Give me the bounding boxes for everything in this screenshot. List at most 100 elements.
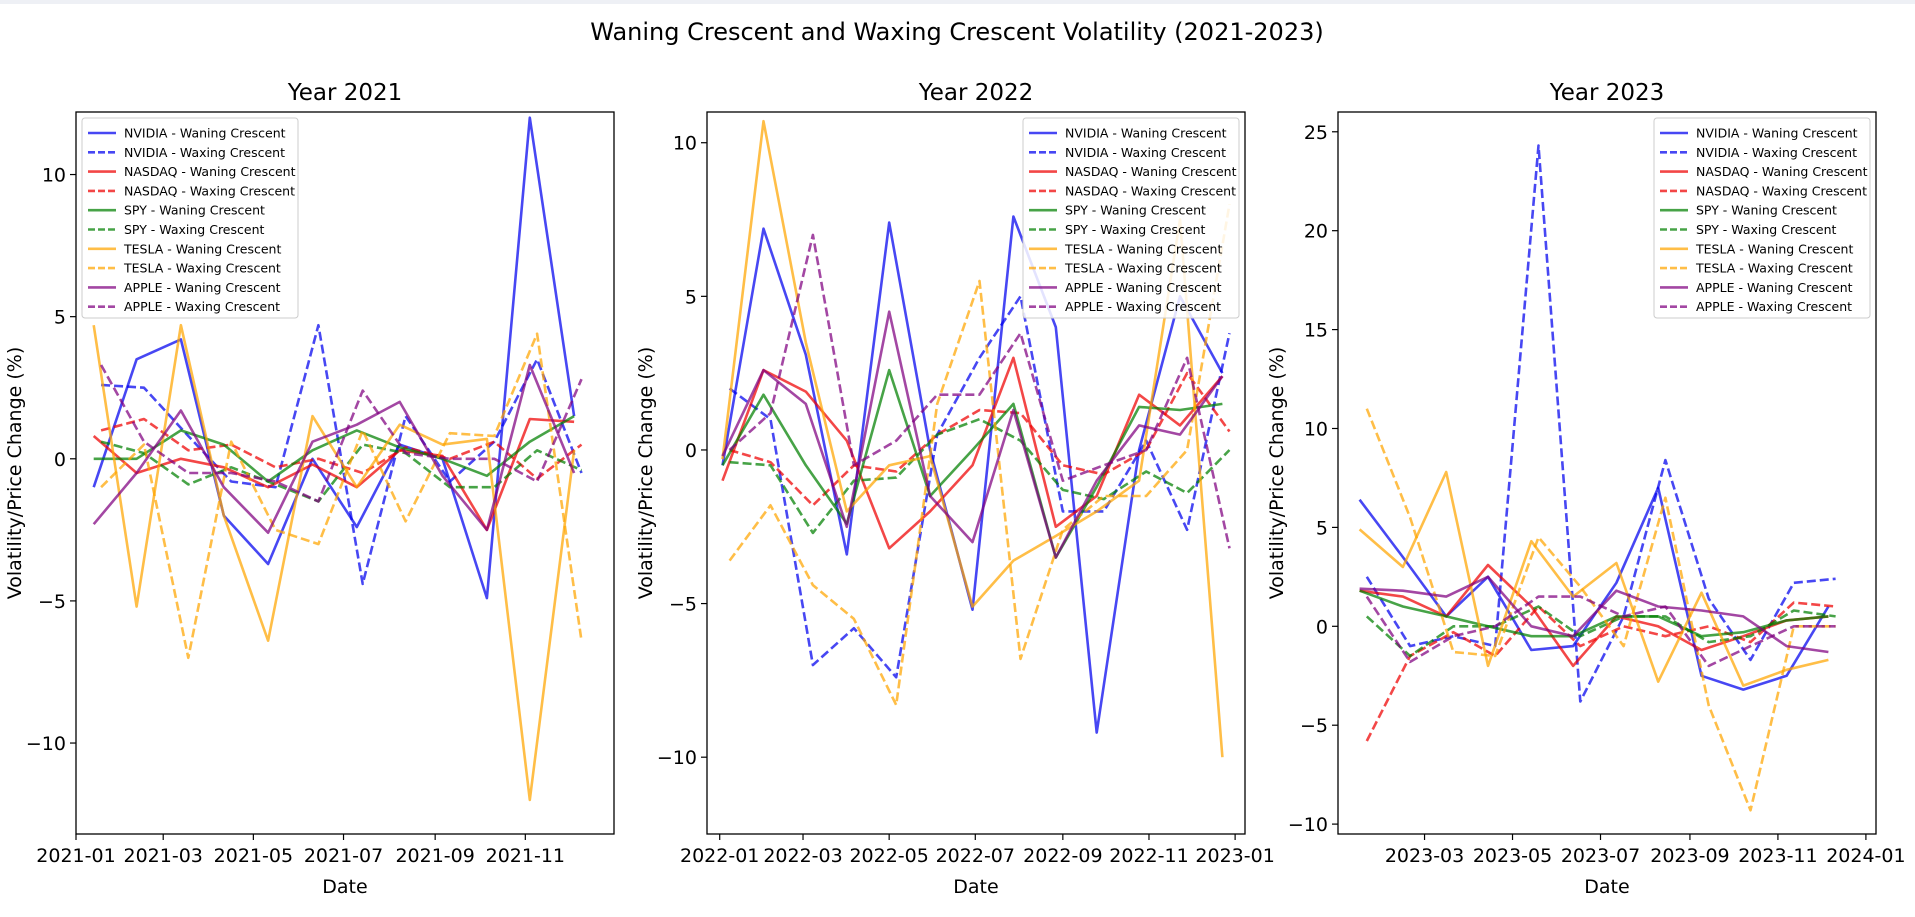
x-tick-label: 2023-03 <box>1385 845 1464 867</box>
series-line-nasdaq-waxing-crescent <box>100 417 583 481</box>
series-line-nasdaq-waning-crescent <box>1359 563 1829 668</box>
legend-label: TESLA - Waxing Crescent <box>123 261 281 276</box>
legend-box <box>1653 117 1871 319</box>
series-line-apple-waning-crescent <box>1359 575 1829 654</box>
y-tick-label: −10 <box>1288 814 1328 836</box>
series-line-apple-waning-crescent <box>92 363 576 535</box>
legend: NVIDIA - Waning Crescent NVIDIA - Waxing … <box>1653 117 1871 319</box>
y-tick-label: 5 <box>685 286 697 308</box>
series-line-spy-waning-crescent <box>93 414 575 483</box>
legend-label: NVIDIA - Waning Crescent <box>1696 126 1858 141</box>
figure-title: Waning Crescent and Waxing Crescent Vola… <box>590 18 1323 46</box>
legend-label: APPLE - Waning Crescent <box>1065 280 1222 295</box>
y-tick-label: 10 <box>1304 418 1328 440</box>
series-line-spy-waxing-crescent <box>729 417 1231 535</box>
series-line-apple-waning-crescent <box>721 310 1224 559</box>
subplot-title: Year 2023 <box>1549 80 1665 106</box>
legend: NVIDIA - Waning Crescent NVIDIA - Waxing … <box>1022 117 1240 319</box>
x-tick-label: 2021-05 <box>214 845 293 867</box>
subplot-3: 2023-03 2023-05 2023-07 2023-09 2023-11 2024-… <box>1266 80 1906 898</box>
x-tick-label: 2023-05 <box>1473 845 1552 867</box>
series-line-nvidia-waxing-crescent <box>1365 144 1836 703</box>
y-tick-label: 0 <box>1316 616 1328 638</box>
series-line-nasdaq-waning-crescent <box>721 356 1224 550</box>
x-tick-label: 2021-01 <box>36 845 115 867</box>
x-tick-label: 2022-09 <box>1023 845 1102 867</box>
legend-label: NASDAQ - Waxing Crescent <box>1065 183 1236 198</box>
x-axis-label: Date <box>322 876 367 898</box>
x-tick-label: 2021-09 <box>395 845 474 867</box>
series-group <box>721 119 1231 758</box>
series-line-apple-waxing-crescent <box>728 233 1231 549</box>
legend-label: APPLE - Waning Crescent <box>124 280 281 295</box>
subplot-1: 2021-01 2021-03 2021-05 2021-07 2021-09 2021-… <box>4 80 615 898</box>
series-line-nasdaq-waxing-crescent <box>1365 601 1836 742</box>
x-tick-label: 2021-11 <box>486 845 565 867</box>
series-line-tesla-waxing-crescent <box>1365 408 1836 812</box>
legend-label: SPY - Waxing Crescent <box>124 222 264 237</box>
legend-label: TESLA - Waning Crescent <box>1695 241 1853 256</box>
series-group <box>92 116 583 802</box>
legend-label: TESLA - Waxing Crescent <box>1064 261 1222 276</box>
x-tick-label: 2023-07 <box>1561 845 1640 867</box>
x-tick-label: 2022-07 <box>936 845 1015 867</box>
series-line-nvidia-waning-crescent <box>92 116 576 600</box>
legend-label: NVIDIA - Waxing Crescent <box>1696 145 1857 160</box>
y-axis-label: Volatility/Price Change (%) <box>4 347 26 600</box>
x-axis-label: Date <box>1584 876 1629 898</box>
legend-label: NASDAQ - Waning Crescent <box>124 164 296 179</box>
y-tick-label: 0 <box>54 449 66 471</box>
legend-label: TESLA - Waning Crescent <box>123 241 281 256</box>
series-line-apple-waxing-crescent <box>1365 595 1836 668</box>
x-tick-label: 2023-09 <box>1650 845 1729 867</box>
x-tick-label: 2024-01 <box>1826 845 1905 867</box>
y-tick-label: 5 <box>54 307 66 329</box>
x-tick-label: 2023-01 <box>1195 845 1274 867</box>
y-tick-label: 20 <box>1304 221 1328 243</box>
legend-label: NVIDIA - Waxing Crescent <box>124 145 285 160</box>
legend-label: SPY - Waxing Crescent <box>1065 222 1205 237</box>
axes-frame <box>1337 111 1877 835</box>
legend-label: SPY - Waning Crescent <box>1696 203 1837 218</box>
legend-box <box>1022 117 1240 319</box>
legend-label: APPLE - Waxing Crescent <box>1065 299 1221 314</box>
top-strip <box>0 0 1915 4</box>
series-line-nvidia-waning-crescent <box>721 215 1224 734</box>
legend-label: NASDAQ - Waning Crescent <box>1696 164 1868 179</box>
legend-label: NASDAQ - Waxing Crescent <box>1696 183 1867 198</box>
series-line-nasdaq-waxing-crescent <box>729 371 1231 507</box>
x-tick-label: 2022-03 <box>763 845 842 867</box>
y-tick-label: −10 <box>657 747 697 769</box>
subplot-title: Year 2022 <box>918 80 1034 106</box>
legend-box <box>81 117 299 319</box>
legend-label: TESLA - Waxing Crescent <box>1695 261 1853 276</box>
legend: NVIDIA - Waning Crescent NVIDIA - Waxing … <box>81 117 299 319</box>
legend-label: SPY - Waning Crescent <box>1065 203 1206 218</box>
legend-label: APPLE - Waxing Crescent <box>124 299 280 314</box>
subplot-title: Year 2021 <box>287 80 403 106</box>
y-axis-label: Volatility/Price Change (%) <box>1266 347 1288 600</box>
series-line-spy-waning-crescent <box>1359 589 1829 638</box>
x-tick-label: 2022-01 <box>680 845 759 867</box>
x-axis-label: Date <box>953 876 998 898</box>
legend-label: NASDAQ - Waxing Crescent <box>124 183 295 198</box>
legend-label: NVIDIA - Waxing Crescent <box>1065 145 1226 160</box>
series-line-apple-waxing-crescent <box>99 364 583 503</box>
x-tick-label: 2021-03 <box>124 845 203 867</box>
x-tick-label: 2022-11 <box>1109 845 1188 867</box>
x-tick-label: 2023-11 <box>1738 845 1817 867</box>
legend-label: SPY - Waxing Crescent <box>1696 222 1836 237</box>
y-tick-label: −5 <box>38 591 66 613</box>
legend-label: NASDAQ - Waning Crescent <box>1065 164 1237 179</box>
y-axis-label: Volatility/Price Change (%) <box>635 347 657 600</box>
axes-frame <box>706 111 1246 835</box>
y-tick-label: 10 <box>673 133 697 155</box>
y-tick-label: −5 <box>669 594 697 616</box>
series-group <box>1358 144 1836 812</box>
legend-label: APPLE - Waxing Crescent <box>1696 299 1852 314</box>
series-line-spy-waxing-crescent <box>100 440 583 503</box>
series-line-tesla-waxing-crescent <box>728 203 1231 707</box>
y-tick-label: 5 <box>1316 517 1328 539</box>
x-tick-label: 2021-07 <box>304 845 383 867</box>
